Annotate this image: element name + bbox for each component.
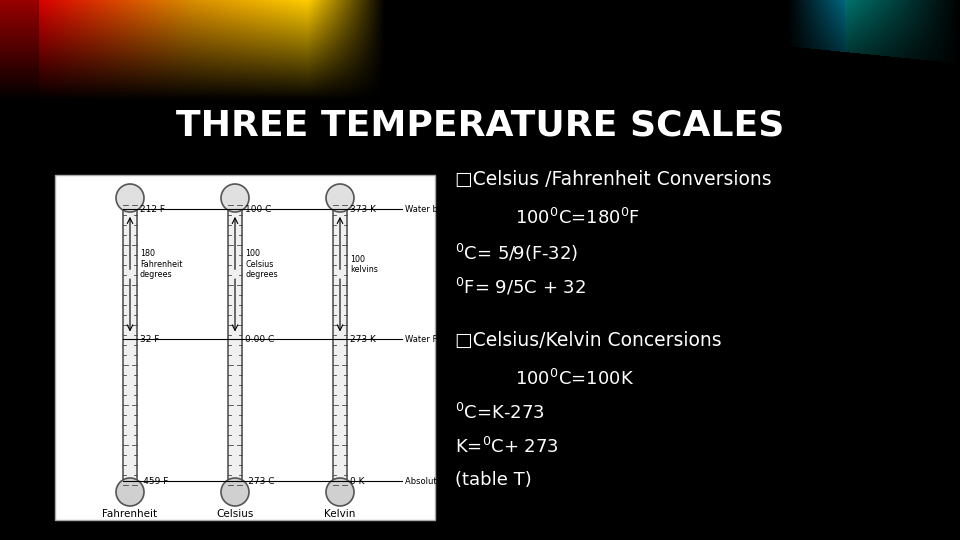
- Text: □Celsius /Fahrenheit Conversions: □Celsius /Fahrenheit Conversions: [455, 170, 772, 189]
- Text: -459 F: -459 F: [140, 476, 168, 485]
- Circle shape: [116, 184, 144, 212]
- Circle shape: [221, 184, 249, 212]
- Text: $^0$C=K-273: $^0$C=K-273: [455, 403, 544, 423]
- Bar: [123, 205, 137, 485]
- Text: $^0$F= 9/5C + 32: $^0$F= 9/5C + 32: [455, 276, 587, 297]
- Text: 0 K: 0 K: [350, 476, 365, 485]
- Text: 32 F: 32 F: [140, 335, 159, 344]
- Text: 373 K: 373 K: [350, 205, 376, 213]
- Text: Celsius: Celsius: [216, 509, 253, 519]
- Text: 273 K: 273 K: [350, 335, 376, 344]
- Bar: [228, 205, 242, 485]
- Text: THREE TEMPERATURE SCALES: THREE TEMPERATURE SCALES: [176, 108, 784, 142]
- Text: (table T): (table T): [455, 471, 532, 489]
- Text: Kelvin: Kelvin: [324, 509, 356, 519]
- Text: 100
Celsius
degrees: 100 Celsius degrees: [245, 249, 277, 279]
- Text: $^0$C= 5/9(F-32): $^0$C= 5/9(F-32): [455, 242, 578, 264]
- Text: 100$^0$C=180$^0$F: 100$^0$C=180$^0$F: [515, 208, 640, 228]
- Text: K=$^0$C+ 273: K=$^0$C+ 273: [455, 437, 559, 457]
- Text: Absolute Zero: Absolute Zero: [405, 476, 464, 485]
- Text: Water Freezes: Water Freezes: [405, 335, 465, 344]
- Text: 212 F: 212 F: [140, 205, 165, 213]
- Text: -273 C: -273 C: [245, 476, 275, 485]
- Text: Water boils: Water boils: [405, 205, 452, 213]
- Text: 100 C: 100 C: [245, 205, 272, 213]
- Bar: [333, 205, 347, 485]
- Text: 180
Fahrenheit
degrees: 180 Fahrenheit degrees: [140, 249, 182, 279]
- Bar: [55, 175, 435, 520]
- Circle shape: [116, 478, 144, 506]
- Circle shape: [221, 478, 249, 506]
- Text: Fahrenheit: Fahrenheit: [103, 509, 157, 519]
- Circle shape: [326, 478, 354, 506]
- Text: □Celsius/Kelvin Concersions: □Celsius/Kelvin Concersions: [455, 331, 722, 350]
- Text: 100
kelvins: 100 kelvins: [350, 254, 378, 274]
- Text: 100$^0$C=100K: 100$^0$C=100K: [515, 369, 635, 389]
- Text: 0.00 C: 0.00 C: [245, 335, 275, 344]
- Circle shape: [326, 184, 354, 212]
